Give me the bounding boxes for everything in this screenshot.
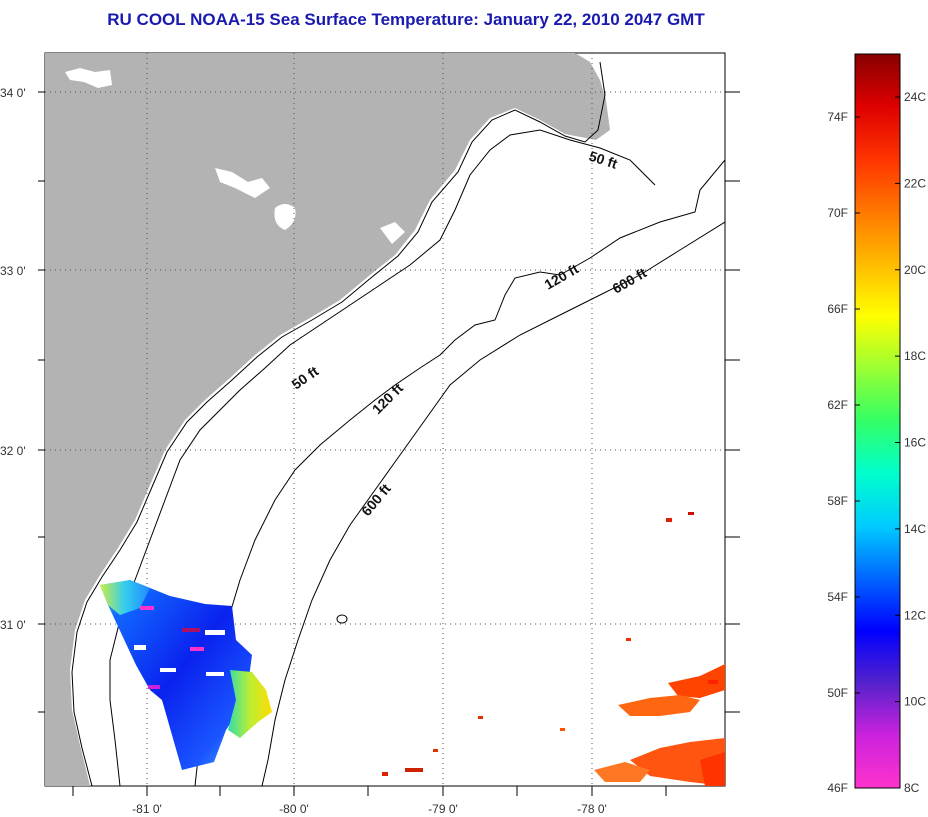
colorbar-c-label: 20C xyxy=(904,263,926,277)
isobath-120ft xyxy=(194,159,725,786)
colorbar-c-label: 24C xyxy=(904,90,926,104)
colorbar-f-label: 66F xyxy=(827,302,848,316)
colorbar-c-label: 22C xyxy=(904,176,926,190)
colorbar-fahrenheit-labels: 74F 70F 66F 62F 58F 54F 50F 46F xyxy=(827,110,848,795)
land-lake xyxy=(215,168,270,198)
lon-label-78: -78 0' xyxy=(577,802,607,816)
colorbar-c-label: 14C xyxy=(904,522,926,536)
lon-label-80: -80 0' xyxy=(279,802,309,816)
lon-ticks xyxy=(72,786,667,796)
colorbar-c-label: 18C xyxy=(904,349,926,363)
lon-label-79: -79 0' xyxy=(428,802,458,816)
colorbar-f-label: 62F xyxy=(827,398,848,412)
lat-label-31: 31 0' xyxy=(0,618,26,632)
coastline xyxy=(71,61,606,786)
lat-label-34: 34 0' xyxy=(0,86,26,100)
colorbar-f-label: 46F xyxy=(827,781,848,795)
colorbar-f-label: 58F xyxy=(827,494,848,508)
land-lake xyxy=(274,204,296,230)
colorbar-f-label: 74F xyxy=(827,110,848,124)
land-mass xyxy=(45,53,610,786)
lon-label-81: -81 0' xyxy=(132,802,162,816)
land-lake xyxy=(380,222,405,244)
lat-grid xyxy=(45,91,725,625)
colorbar-f-label: 50F xyxy=(827,686,848,700)
colorbar-c-label: 12C xyxy=(904,608,926,622)
colorbar-c-label: 16C xyxy=(904,436,926,450)
colorbar-rect xyxy=(854,53,901,789)
isobath-600ft xyxy=(261,221,725,786)
sst-gulfstream-warm xyxy=(382,512,725,786)
land-lake xyxy=(170,548,176,556)
colorbar-ticks xyxy=(855,96,900,789)
contour-ring xyxy=(336,614,348,624)
land-lake xyxy=(65,68,112,88)
lat-label-32: 32 0' xyxy=(0,444,26,458)
colorbar-f-label: 54F xyxy=(827,590,848,604)
lat-label-33: 33 0' xyxy=(0,264,26,278)
colorbar-c-label: 10C xyxy=(904,695,926,709)
page-title: RU COOL NOAA-15 Sea Surface Temperature:… xyxy=(107,10,705,29)
sst-swath-cold xyxy=(100,580,272,770)
lat-ticks xyxy=(38,91,740,713)
colorbar-f-label: 70F xyxy=(827,206,848,220)
colorbar-c-label: 8C xyxy=(904,781,920,795)
colorbar-celsius-labels: 24C 22C 20C 18C 16C 14C 12C 10C 8C xyxy=(904,90,926,795)
